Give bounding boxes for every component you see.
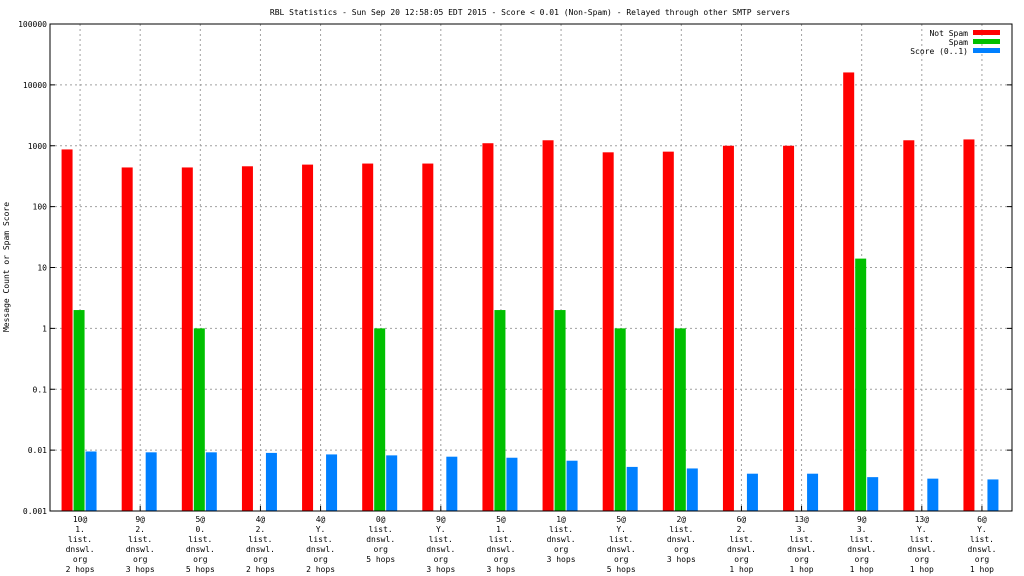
y-tick-labels: 0.001 0.01 0.1 1 10 100 1000 10000 100000 (18, 20, 47, 516)
bar-not-spam (783, 145, 795, 511)
bar-not-spam (181, 167, 193, 511)
x-tick-label: 1@ list. dnswl. org 3 hops (547, 515, 576, 564)
bar-not-spam (241, 166, 253, 512)
x-tick-label: 9@ 2. list. dnswl. org 3 hops (126, 515, 155, 574)
x-tick-label: 9@ 3. list. dnswl. org 1 hop (847, 515, 876, 574)
y-tick-label: 0.01 (28, 446, 47, 455)
bar-spam (554, 310, 566, 511)
legend-label: Not Spam (929, 29, 968, 38)
bar-not-spam (121, 167, 133, 511)
y-axis-label: Message Count or Spam Score (2, 202, 11, 332)
bar-not-spam (602, 152, 614, 512)
bar-score-0-1 (446, 456, 458, 511)
bar-not-spam (843, 72, 855, 512)
bar-spam (494, 310, 506, 511)
bar-score-0-1 (807, 473, 819, 511)
legend-label: Score (0..1) (910, 47, 968, 56)
y-tick-label: 1000 (28, 142, 47, 151)
legend-label: Spam (949, 38, 968, 47)
x-tick-label: 2@ list. dnswl. org 3 hops (667, 515, 696, 564)
x-tick-label: 5@ 0. list. dnswl. org 5 hops (186, 515, 215, 574)
legend-swatch (973, 39, 1000, 44)
bar-score-0-1 (867, 477, 879, 511)
x-tick-label: 13@ Y. list. dnswl. org 1 hop (907, 515, 936, 574)
bar-score-0-1 (746, 473, 758, 511)
bar-spam (614, 328, 626, 511)
y-tick-label: 0.001 (23, 507, 47, 516)
bar-score-0-1 (686, 468, 698, 511)
bar-spam (73, 310, 85, 511)
legend-swatch (973, 30, 1000, 35)
bar-score-0-1 (506, 457, 518, 511)
x-tick-label: 4@ 2. list. dnswl. org 2 hops (246, 515, 275, 574)
y-tick-label: 0.1 (33, 385, 48, 394)
bar-not-spam (362, 163, 374, 511)
bar-score-0-1 (265, 452, 277, 511)
x-tick-label: 13@ 3. list. dnswl. org 1 hop (787, 515, 816, 574)
bar-score-0-1 (987, 479, 999, 511)
y-tick-label: 100 (33, 203, 48, 212)
plot-frame (49, 23, 1013, 512)
x-tick-label: 9@ Y. list. dnswl. org 3 hops (426, 515, 455, 574)
y-tick-label: 1 (42, 324, 47, 333)
bar-spam (855, 258, 867, 511)
bar-not-spam (722, 145, 734, 511)
x-tick-label: 5@ 1. list. dnswl. org 3 hops (486, 515, 515, 574)
bar-score-0-1 (205, 452, 217, 511)
bar-score-0-1 (326, 454, 338, 511)
y-tick-label: 10 (37, 264, 47, 273)
bar-score-0-1 (566, 460, 578, 511)
x-tick-label: 10@ 1. list. dnswl. org 2 hops (66, 515, 95, 574)
bar-spam (193, 328, 205, 511)
x-tick-labels: 10@ 1. list. dnswl. org 2 hops 9@ 2. list. dnswl.… (66, 515, 997, 574)
bar-spam (674, 328, 686, 511)
bar-not-spam (422, 163, 434, 511)
bars (61, 72, 999, 512)
x-tick-label: 6@ 2. list. dnswl. org 1 hop (727, 515, 756, 574)
legend-swatch (973, 48, 1000, 53)
bar-not-spam (963, 139, 975, 511)
bar-not-spam (302, 164, 314, 511)
bar-score-0-1 (927, 478, 939, 511)
y-tick-label: 100000 (18, 20, 47, 29)
x-tick-label: 6@ Y. list. dnswl. org 1 hop (967, 515, 996, 574)
bar-spam (374, 328, 386, 511)
bar-score-0-1 (386, 455, 398, 511)
bar-not-spam (482, 143, 494, 511)
x-tick-label: 0@ list. dnswl. org 5 hops (366, 515, 395, 564)
x-tick-label: 5@ Y. list. dnswl. org 5 hops (607, 515, 636, 574)
bar-score-0-1 (85, 451, 97, 511)
y-tick-label: 10000 (23, 81, 47, 90)
bar-not-spam (662, 151, 674, 511)
chart-title: RBL Statistics - Sun Sep 20 12:58:05 EDT… (270, 8, 790, 17)
x-tick-label: 4@ Y. list. dnswl. org 2 hops (306, 515, 335, 574)
bar-not-spam (61, 149, 73, 511)
bar-score-0-1 (145, 452, 157, 511)
bar-not-spam (542, 140, 554, 511)
bar-not-spam (903, 140, 915, 511)
bar-score-0-1 (626, 466, 638, 511)
